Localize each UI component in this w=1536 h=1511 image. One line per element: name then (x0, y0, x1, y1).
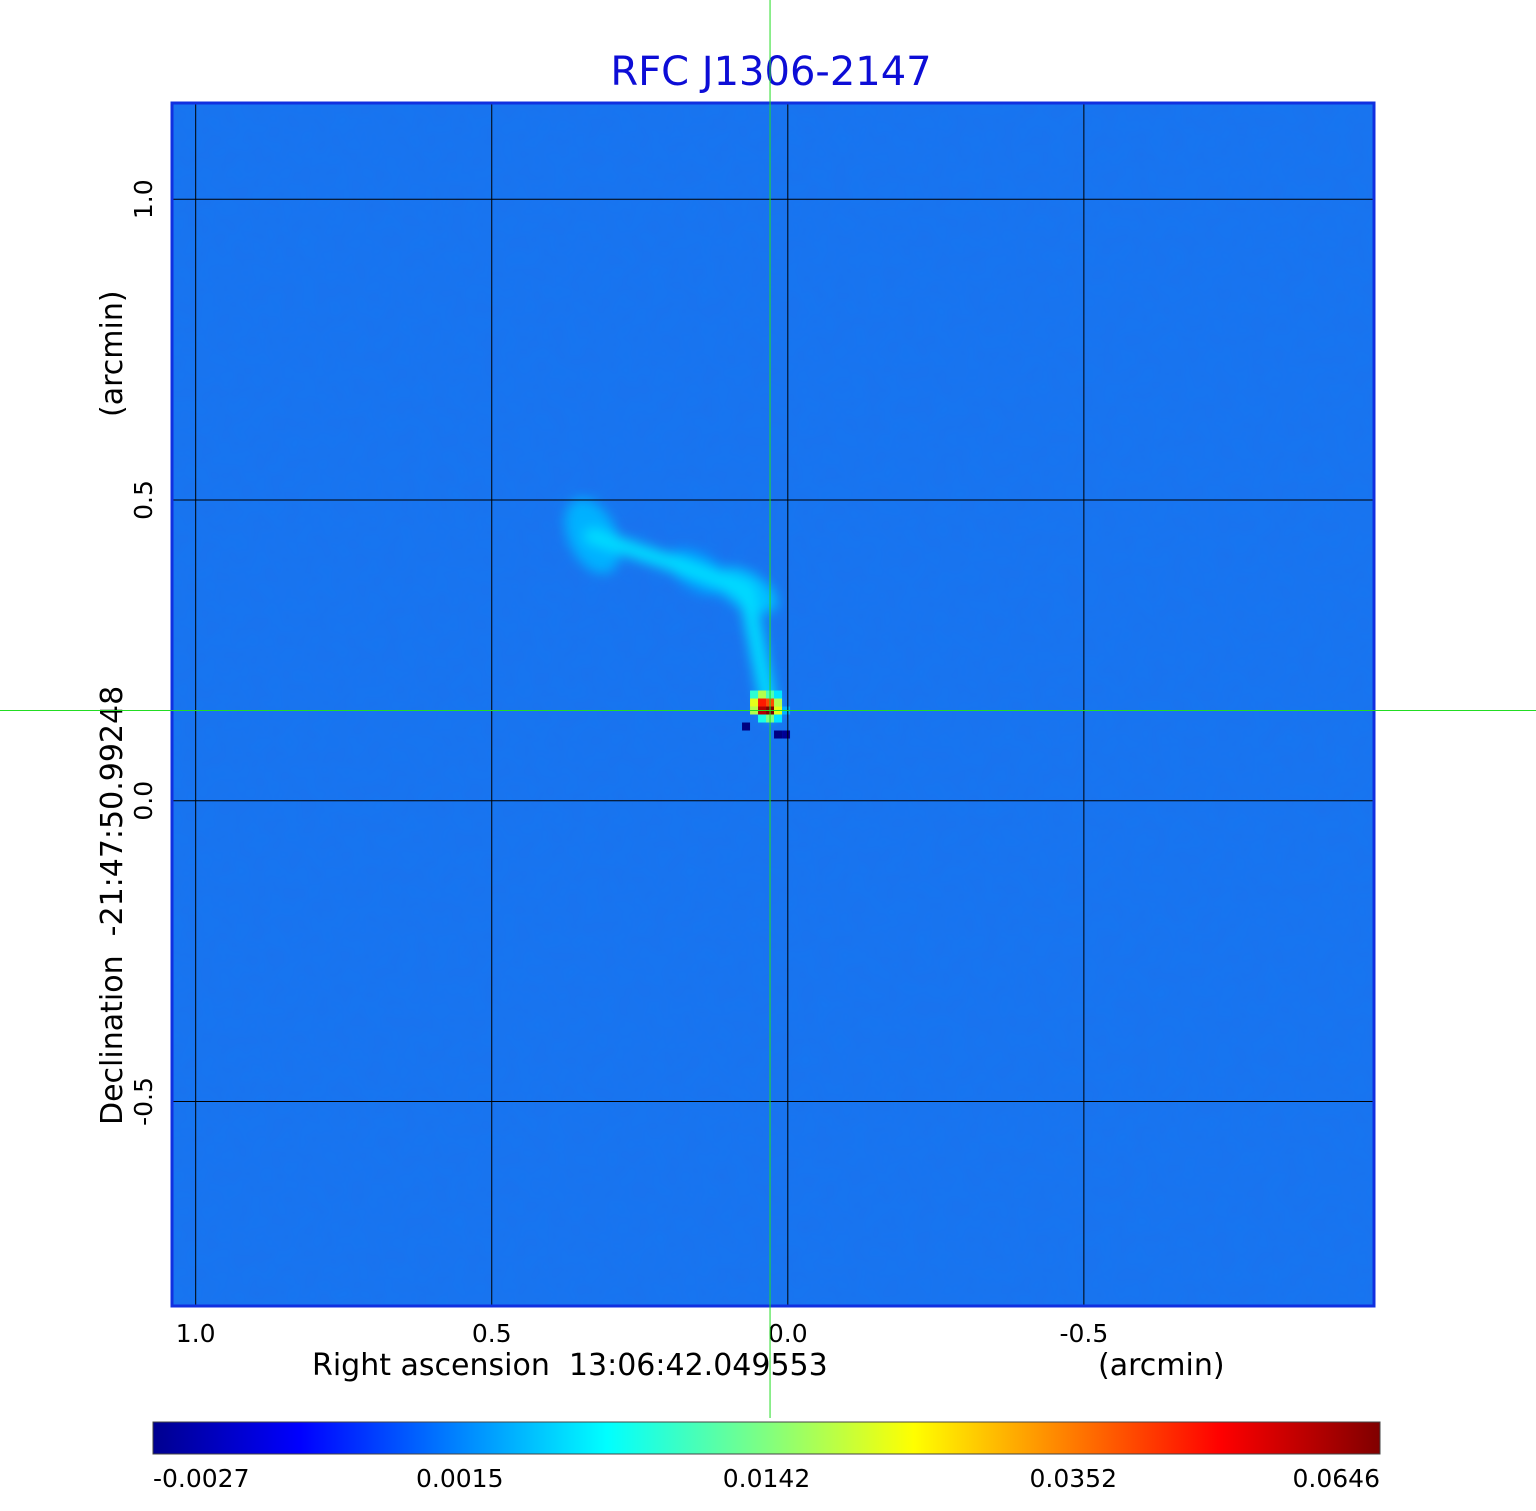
core-pixel-13 (758, 714, 767, 723)
core-pixel-15 (774, 714, 783, 723)
colorbar-tick-label-1: 0.0015 (416, 1464, 503, 1493)
x-axis-unit: (arcmin) (1098, 1348, 1225, 1383)
colorbar (152, 1421, 1381, 1455)
core-pixel-16 (742, 722, 751, 731)
y-tick-labels: 1.0 0.5 0.0 -0.5 (129, 179, 158, 1126)
y-tick-label-1: 0.5 (129, 480, 158, 520)
y-tick-label-2: 0.0 (129, 781, 158, 821)
colorbar-tick-label-0: -0.0027 (153, 1464, 250, 1493)
core-pixel-5 (758, 698, 767, 707)
x-tick-label-1: 0.5 (472, 1319, 512, 1348)
plot-area (172, 103, 1374, 1306)
core-pixel-3 (774, 690, 783, 699)
core-pixel-4 (750, 698, 759, 707)
y-tick-label-3: -0.5 (129, 1077, 158, 1126)
x-tick-label-3: -0.5 (1059, 1319, 1108, 1348)
core-pixel-7 (774, 698, 783, 707)
colorbar-tick-label-2: 0.0142 (723, 1464, 810, 1493)
chart-title: RFC J1306-2147 (610, 49, 931, 95)
colorbar-tick-label-3: 0.0352 (1030, 1464, 1117, 1493)
x-axis-label: Right ascension 13:06:42.049553 (312, 1348, 828, 1383)
y-axis-label: Declination -21:47:50.99248 (95, 686, 130, 1125)
grid-lines (172, 103, 1374, 1306)
x-tick-label-2: 0.0 (768, 1319, 808, 1348)
y-axis-unit: (arcmin) (95, 290, 130, 417)
y-tick-label-0: 1.0 (129, 179, 158, 219)
jet-trail (584, 528, 779, 719)
x-tick-label-0: 1.0 (176, 1319, 216, 1348)
crosshair (0, 0, 1536, 1418)
core-pixel-0 (750, 690, 759, 699)
colorbar-tick-labels: -0.0027 0.0015 0.0142 0.0352 0.0646 (153, 1464, 1380, 1493)
colorbar-tick-label-4: 0.0646 (1293, 1464, 1380, 1493)
x-tick-labels: 1.0 0.5 0.0 -0.5 (176, 1319, 1108, 1348)
core-pixel-18 (782, 730, 791, 739)
plot-frame (170, 101, 1376, 1308)
core-pixel-17 (774, 730, 783, 739)
emission-layer (564, 498, 779, 719)
core-pixel-1 (758, 690, 767, 699)
